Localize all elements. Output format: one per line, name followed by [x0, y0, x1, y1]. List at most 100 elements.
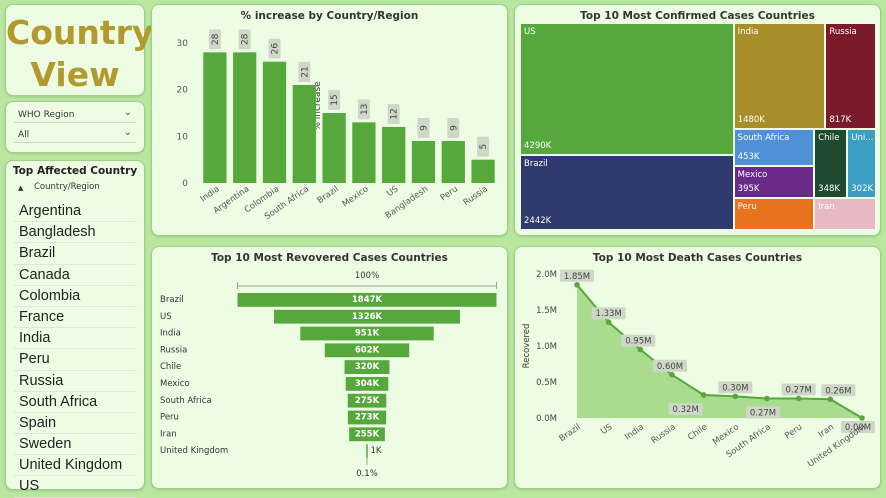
list-item[interactable]: Sweden	[14, 434, 136, 456]
treemap-cell[interactable]: Mexico 395K	[733, 166, 815, 199]
treemap-cell[interactable]: Chile 348K	[814, 129, 848, 199]
treemap-cell-name: Iran	[818, 202, 835, 213]
data-label-bg	[417, 118, 430, 138]
funnel-category-label: Iran	[160, 429, 177, 439]
bar	[262, 61, 287, 183]
funnel-value-label: 255K	[355, 429, 380, 439]
data-label-text: 13	[360, 104, 370, 115]
treemap-cell[interactable]: South Africa 453K	[733, 129, 815, 166]
data-label: 9	[417, 118, 430, 138]
funnel-bar	[324, 343, 410, 358]
who-region-slicer: WHO Region ⌄ All ⌄	[5, 101, 145, 153]
list-item[interactable]: Bangladesh	[14, 222, 136, 244]
chevron-down-icon[interactable]: ⌄	[123, 107, 132, 118]
x-tick-label: India	[199, 184, 222, 204]
bar	[322, 113, 346, 183]
bar	[292, 85, 316, 183]
funnel-top-label: 100%	[355, 271, 379, 281]
funnel-bar	[347, 393, 387, 408]
data-label-text: 0.95M	[625, 337, 651, 347]
list-item[interactable]: Russia	[14, 371, 136, 392]
data-label-text: 9	[449, 125, 459, 131]
list-item[interactable]: Brazil	[14, 243, 136, 265]
treemap-cell[interactable]: Iran	[814, 198, 876, 230]
funnel-bar	[349, 427, 385, 442]
funnel-value-label: 1847K	[352, 295, 383, 305]
list-item[interactable]: India	[14, 328, 136, 350]
y-tick-label: 0	[182, 179, 188, 189]
data-label: 28	[208, 29, 221, 50]
data-point	[700, 392, 707, 398]
funnel-value-label: 1326K	[352, 312, 383, 322]
funnel-bar	[366, 444, 368, 458]
bar	[352, 122, 376, 183]
y-tick-label: 1.5M	[536, 306, 557, 316]
filter-dropdown[interactable]: All ⌄	[14, 126, 136, 143]
data-label-bg	[621, 334, 656, 347]
data-point	[605, 319, 612, 326]
treemap-cell-value: 1480K	[737, 115, 765, 126]
treemap-cell[interactable]: India 1480K	[733, 23, 826, 130]
treemap-cell[interactable]: Russia 817K	[825, 23, 876, 130]
chevron-down-icon[interactable]: ⌄	[123, 127, 132, 138]
recovered-cases-funnel: Top 10 Most Revovered Cases Countries 10…	[151, 246, 508, 489]
funnel-bar	[300, 326, 434, 341]
data-label: 1.33M	[591, 307, 626, 320]
x-tick-label: Iran	[817, 422, 836, 440]
list-column-header[interactable]: Country/Region	[34, 182, 100, 192]
list-item[interactable]: Argentina	[14, 201, 136, 223]
list-item[interactable]: Colombia	[14, 286, 136, 307]
data-point	[637, 346, 644, 353]
data-label: 0.27M	[746, 406, 780, 419]
data-label-bg	[821, 384, 856, 397]
y-tick-label: 20	[177, 86, 189, 96]
chart-title: Top 10 Most Death Cases Countries	[592, 252, 803, 264]
data-label-bg	[668, 402, 703, 415]
list-item[interactable]: South Africa	[14, 392, 136, 413]
treemap-cell-name: US	[524, 27, 536, 37]
treemap-cell-value: 395K	[737, 184, 760, 195]
data-label: 9	[447, 118, 460, 138]
data-label-text: 0.26M	[825, 386, 851, 396]
treemap-cell[interactable]: Peru	[733, 198, 815, 230]
funnel-bottom-label: 0.1%	[356, 469, 378, 479]
list-item[interactable]: France	[14, 307, 136, 329]
funnel-category-label: Peru	[160, 413, 179, 423]
data-label-text: 0.32M	[673, 405, 699, 415]
funnel-category-label: Brazil	[160, 295, 184, 305]
data-label: 13	[357, 99, 370, 120]
data-label-text: 9	[420, 125, 430, 131]
sort-ascending-icon[interactable]: ▲	[18, 184, 24, 192]
filter-header-row[interactable]: WHO Region ⌄	[14, 106, 136, 123]
bar	[411, 141, 436, 183]
funnel-bar	[345, 377, 389, 391]
list-item[interactable]: Canada	[14, 265, 136, 286]
x-tick-label: United Kingdom	[806, 422, 868, 469]
funnel-value-label: 602K	[355, 345, 380, 355]
filter-selected-value: All	[18, 130, 30, 140]
list-item[interactable]: Peru	[14, 349, 136, 371]
treemap-cell-name: Uni...	[851, 133, 874, 144]
data-label-text: 0.27M	[750, 409, 776, 419]
treemap-cell[interactable]: Uni... 302K	[847, 129, 876, 199]
list-item[interactable]: Spain	[14, 413, 136, 435]
list-item[interactable]: US	[14, 476, 136, 498]
data-label: 12	[387, 104, 400, 124]
treemap-cell[interactable]: US 4290K	[520, 23, 734, 155]
treemap-cell-value: 4290K	[524, 140, 552, 151]
list-item[interactable]: United Kingdom	[14, 455, 136, 477]
data-point	[859, 415, 865, 421]
x-tick-label: Brazil	[558, 422, 583, 444]
data-label-bg	[268, 38, 281, 59]
data-label: 1.85M	[560, 269, 594, 282]
treemap-cell-name: Russia	[829, 27, 857, 37]
treemap-cell-value: 2442K	[524, 215, 552, 226]
list-items: Argentina Bangladesh Brazil Canada Colombia F…	[14, 201, 136, 498]
percent-increase-chart: % increase by Country/Region 0 10 20 30 % in…	[151, 4, 508, 236]
funnel-value-label: 275K	[355, 396, 380, 406]
x-tick-label: Peru	[439, 184, 460, 203]
treemap-cell[interactable]: Brazil 2442K	[520, 154, 734, 230]
y-tick-label: 0.0M	[536, 414, 557, 424]
chart-title: % increase by Country/Region	[240, 10, 419, 22]
funnel-category-label: United Kingdom	[160, 446, 228, 456]
